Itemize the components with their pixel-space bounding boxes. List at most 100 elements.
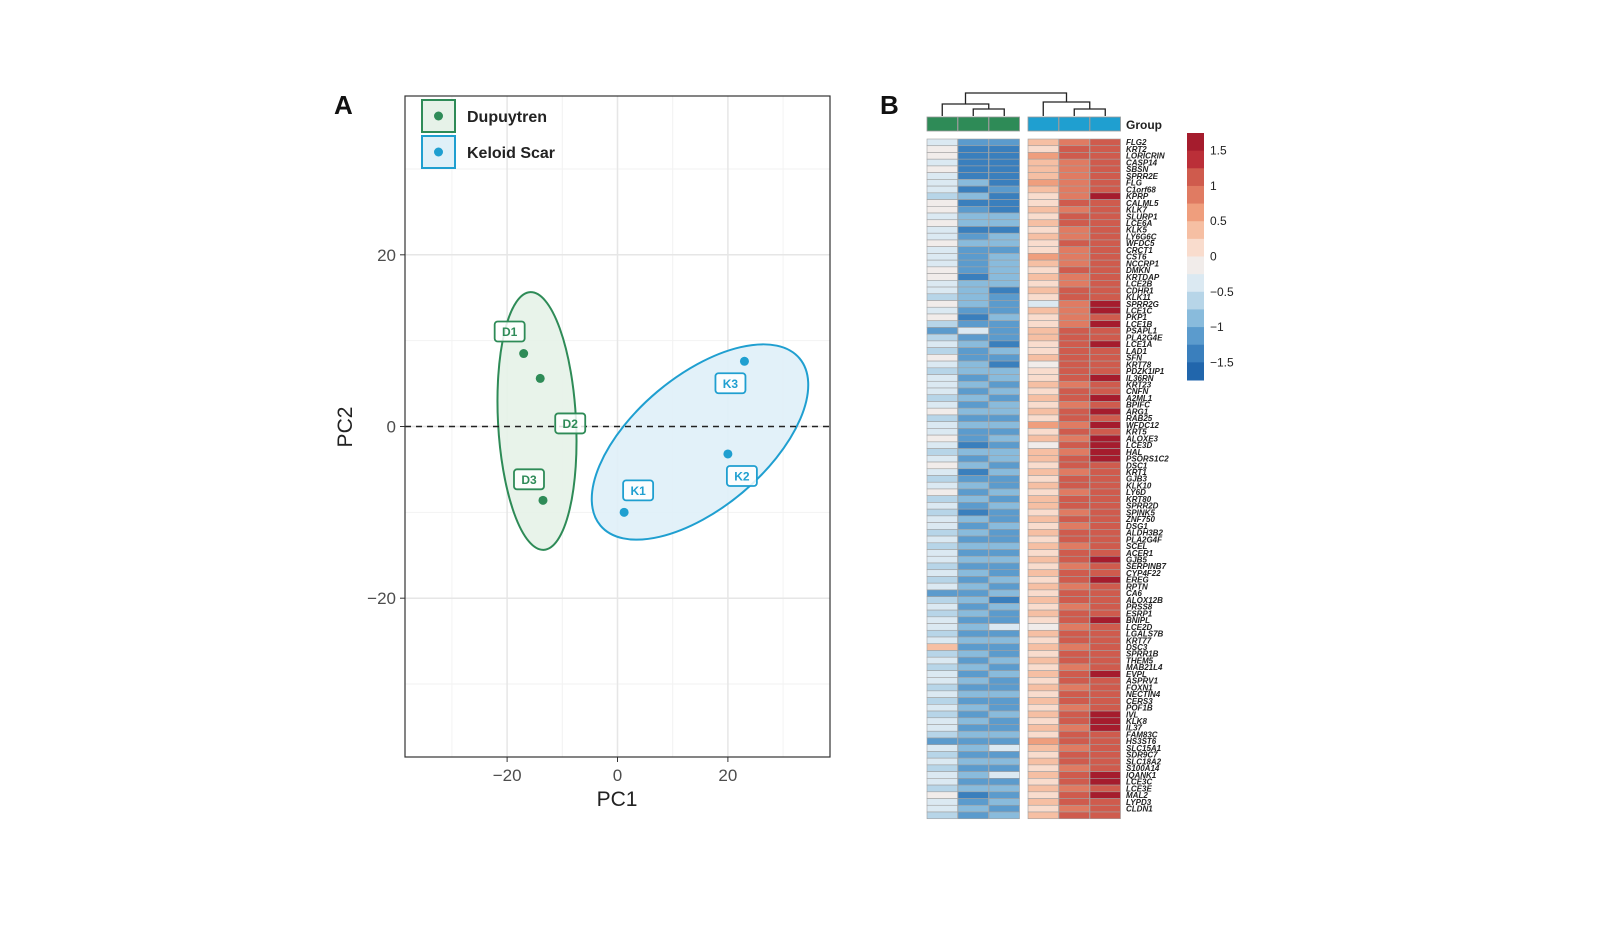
heatmap-cell — [1058, 185, 1090, 194]
gene-label: EREG — [1126, 576, 1149, 585]
heatmap-cell — [926, 185, 958, 194]
heatmap-cell — [1058, 165, 1090, 173]
gene-label: SPRR2E — [1126, 172, 1159, 181]
heatmap-cell — [957, 232, 989, 241]
gene-label: LCE3C — [1126, 778, 1152, 787]
heatmap-cell — [1027, 374, 1059, 382]
heatmap-cell — [1027, 313, 1059, 322]
gene-label: KRT23 — [1126, 381, 1152, 390]
heatmap-cell — [1027, 656, 1059, 665]
heatmap-cell — [988, 226, 1020, 234]
gene-label: SDR9C7 — [1126, 751, 1158, 760]
gene-label: WFDC5 — [1126, 239, 1155, 248]
heatmap-cell — [926, 219, 958, 227]
point-d1 — [519, 349, 529, 359]
heatmap-cell — [957, 724, 989, 732]
heatmap-cell — [1058, 798, 1090, 806]
point-k2 — [723, 449, 733, 459]
heatmap-cell — [988, 798, 1020, 806]
heatmap-cell — [1058, 428, 1090, 436]
heatmap-cell — [957, 569, 989, 577]
legend-dot-dupuytren — [434, 111, 443, 121]
heatmap-cell — [1058, 609, 1090, 618]
heatmap-cell — [1058, 199, 1090, 207]
heatmap-cell — [1058, 670, 1090, 678]
heatmap-cell — [926, 717, 958, 725]
heatmap-cell — [1027, 677, 1059, 685]
heatmap-cell — [1089, 737, 1121, 745]
heatmap-cell — [926, 778, 958, 786]
heatmap-cell — [926, 670, 958, 678]
heatmap-cell — [957, 643, 989, 651]
heatmap-cell — [1027, 811, 1059, 820]
heatmap-cell — [1089, 804, 1121, 813]
heatmap-cell — [1058, 421, 1090, 429]
heatmap-cell — [1027, 273, 1059, 281]
group-annotation-cell — [1027, 116, 1059, 132]
heatmap-cell — [926, 522, 958, 530]
heatmap-cell — [957, 394, 989, 402]
heatmap-cell — [1027, 502, 1059, 510]
heatmap-cell — [1027, 481, 1059, 490]
legend-key-dupuytren — [421, 99, 456, 133]
heatmap-cell — [1027, 717, 1059, 725]
heatmap-cell — [988, 320, 1020, 328]
heatmap-cell — [957, 407, 989, 416]
heatmap-cell — [1058, 360, 1090, 369]
heatmap-cell — [1027, 441, 1059, 449]
heatmap-cell — [1058, 757, 1090, 766]
heatmap-cell — [1027, 219, 1059, 227]
heatmap-cell — [988, 219, 1020, 227]
heatmap-cell — [957, 495, 989, 503]
colorbar: 1.5 1 0.5 0 −0.5 −1 −1.5 — [1187, 133, 1234, 381]
colorbar-bin — [1187, 362, 1204, 381]
heatmap-cell — [926, 407, 958, 416]
heatmap-cell — [957, 562, 989, 571]
heatmap-cell — [988, 347, 1020, 355]
point-label-box — [725, 465, 758, 487]
heatmap-cell — [988, 757, 1020, 766]
heatmap-cell — [1027, 152, 1059, 160]
heatmap-cell — [988, 461, 1020, 470]
heatmap-cell — [988, 555, 1020, 564]
heatmap-cell — [957, 535, 989, 544]
gene-label: LCE6A — [1126, 219, 1152, 228]
heatmap-cell — [926, 172, 958, 180]
heatmap-cell — [1058, 259, 1090, 268]
heatmap-cell — [1058, 246, 1090, 254]
heatmap-cell — [957, 683, 989, 692]
heatmap-cell — [1089, 629, 1121, 638]
heatmap-cell — [988, 508, 1020, 517]
heatmap-cell — [1027, 804, 1059, 813]
heatmap-cell — [1058, 549, 1090, 557]
gene-label: SCEL — [1126, 542, 1147, 551]
heatmap-cell — [957, 629, 989, 638]
heatmap-cell — [988, 629, 1020, 638]
heatmap-cell — [926, 192, 958, 200]
heatmap-cell — [988, 730, 1020, 739]
heatmap-cell — [926, 354, 958, 362]
heatmap-cell — [957, 185, 989, 194]
heatmap-cell — [926, 576, 958, 584]
gene-label: RAB25 — [1126, 414, 1153, 423]
heatmap-cell — [988, 656, 1020, 665]
gene-label: FOXN1 — [1126, 683, 1153, 692]
heatmap-cell — [957, 428, 989, 436]
heatmap-cell — [1058, 407, 1090, 416]
heatmap-cell — [988, 751, 1020, 759]
heatmap-cell — [957, 502, 989, 510]
heatmap-cell — [1089, 522, 1121, 530]
heatmap-cell — [926, 206, 958, 214]
heatmap-cell — [1027, 576, 1059, 584]
heatmap-cell — [1027, 266, 1059, 274]
heatmap-cell — [988, 683, 1020, 692]
heatmap-cell — [1089, 185, 1121, 194]
heatmap-cell — [1089, 791, 1121, 799]
heatmap-cell — [1089, 306, 1121, 315]
dendrogram-branch — [1073, 108, 1106, 116]
heatmap-cell — [957, 515, 989, 523]
heatmap-cell — [957, 165, 989, 173]
dendrogram-branch — [972, 108, 1005, 116]
heatmap-cell — [957, 266, 989, 274]
